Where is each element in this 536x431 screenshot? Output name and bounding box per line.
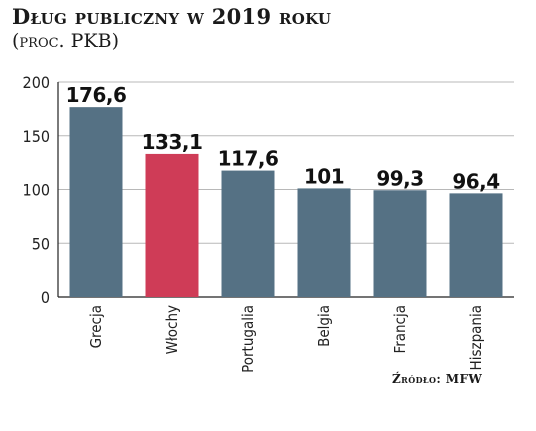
bar	[69, 107, 123, 297]
x-tick-label: Francja	[391, 305, 409, 353]
data-label: 96,4	[452, 169, 499, 193]
bar	[373, 190, 427, 297]
chart-subtitle: (proc. PKB)	[12, 30, 119, 52]
bar	[145, 153, 199, 297]
y-tick-label: 100	[23, 181, 50, 200]
x-tick-label: Grecja	[87, 305, 105, 348]
source-note: Źródło: MFW	[392, 372, 483, 386]
data-label: 176,6	[66, 83, 127, 107]
x-tick-label: Portugalia	[239, 305, 257, 373]
data-label: 117,6	[218, 147, 279, 171]
y-tick-label: 200	[23, 73, 50, 92]
chart-title: Dług publiczny w 2019 roku	[12, 4, 332, 29]
bar	[297, 188, 351, 297]
x-tick-label: Hiszpania	[467, 305, 485, 370]
bar	[449, 193, 503, 297]
y-tick-label: 150	[23, 127, 50, 146]
data-label: 133,1	[142, 130, 203, 154]
x-tick-label: Belgia	[315, 305, 333, 347]
y-tick-label: 50	[32, 234, 50, 253]
x-tick-label: Włochy	[163, 305, 181, 354]
data-label: 99,3	[376, 166, 423, 190]
y-tick-label: 0	[41, 288, 50, 307]
data-label: 101	[304, 164, 344, 188]
bar	[221, 170, 275, 297]
